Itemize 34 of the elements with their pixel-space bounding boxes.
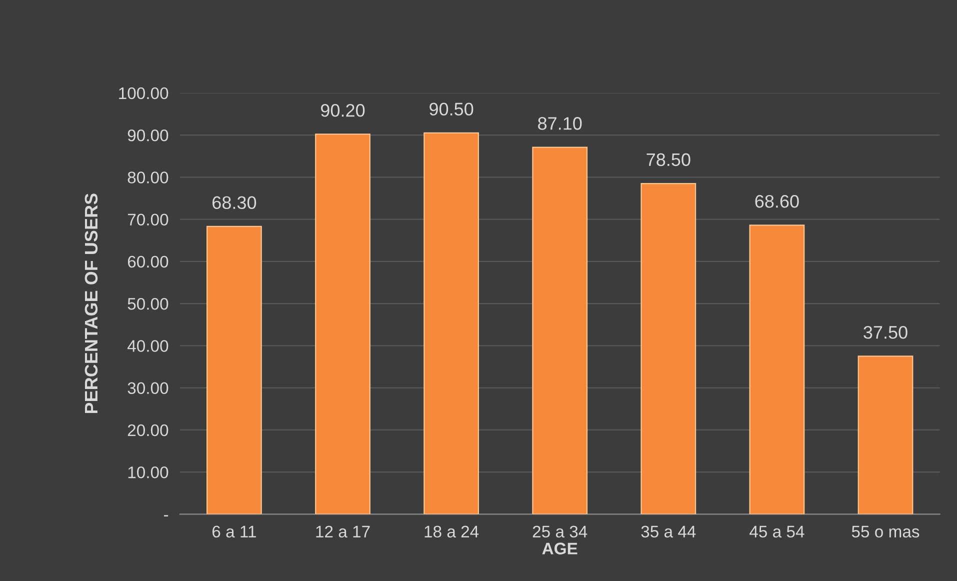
bar: [532, 146, 588, 514]
bar: [424, 132, 479, 514]
y-tick-label: 40.00: [127, 340, 168, 352]
data-label: 87.10: [538, 117, 582, 130]
bar: [858, 356, 914, 514]
y-tick-label: 70.00: [128, 214, 168, 226]
y-tick-label: 80.00: [128, 172, 168, 184]
data-label: 68.30: [212, 196, 256, 210]
data-label: 68.60: [755, 194, 799, 208]
data-label: 78.50: [646, 153, 690, 166]
bar: [749, 224, 805, 514]
y-tick-label: 10.00: [128, 466, 168, 478]
y-tick-label: 60.00: [128, 256, 168, 268]
x-tick-label: 25 a 34: [532, 526, 588, 538]
data-label: 90.20: [321, 104, 365, 117]
y-axis-title: PERCENTAGE OF USERS: [84, 194, 98, 414]
bar: [640, 182, 696, 514]
y-tick-label: 100.00: [119, 87, 168, 100]
y-tick-label: -: [164, 515, 168, 516]
x-tick-label: 55 o mas: [852, 526, 920, 538]
y-tick-label: 90.00: [128, 129, 168, 142]
x-tick-label: 18 a 24: [424, 526, 479, 538]
y-tick-label: 50.00: [128, 298, 168, 310]
x-tick-label: 35 a 44: [641, 526, 696, 538]
x-axis-title: AGE: [542, 542, 578, 554]
x-tick-label: 45 a 54: [750, 526, 804, 538]
bar: [206, 226, 262, 514]
data-label: 90.50: [430, 102, 474, 116]
data-label: 37.50: [864, 326, 908, 339]
x-tick-label: 12 a 17: [316, 526, 370, 538]
y-tick-label: 20.00: [128, 424, 168, 436]
x-tick-label: 6 a 11: [212, 526, 256, 538]
bar: [315, 134, 370, 514]
y-tick-label: 30.00: [128, 382, 168, 394]
